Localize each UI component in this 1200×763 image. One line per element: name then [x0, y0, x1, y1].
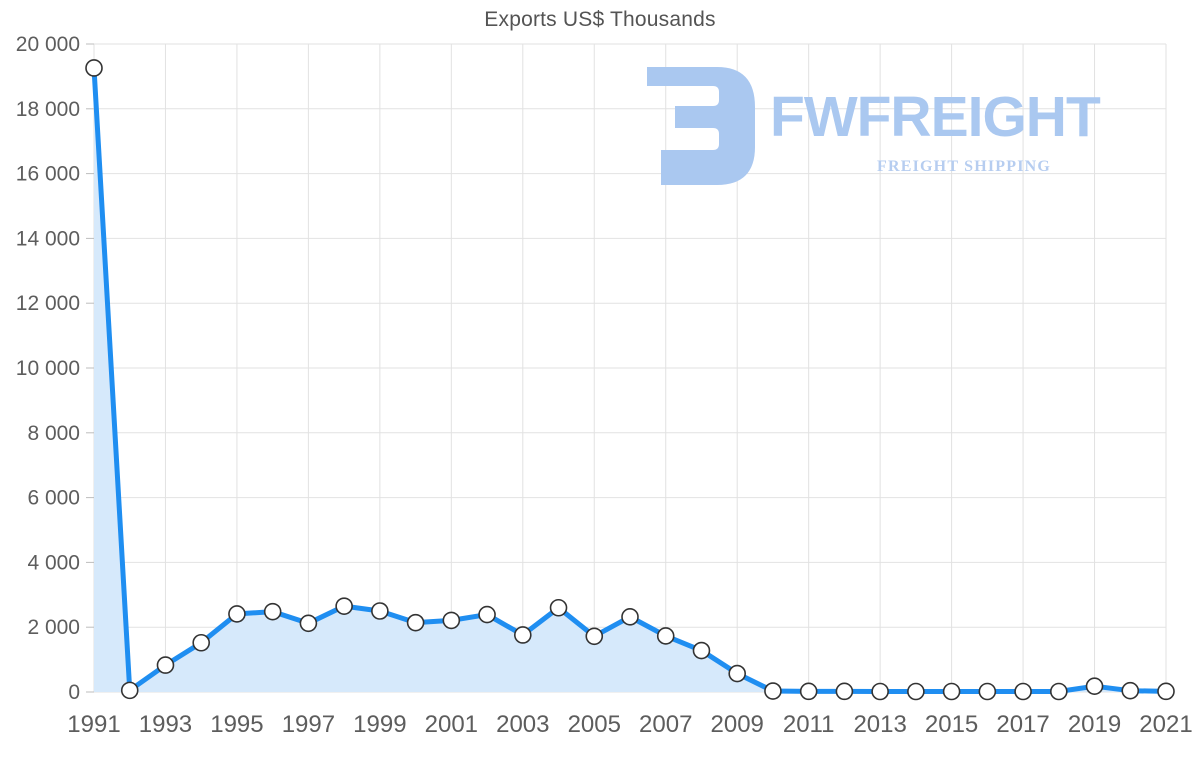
data-point-marker[interactable] — [1050, 682, 1068, 701]
x-axis-tick-label: 2003 — [496, 711, 549, 738]
data-point-marker[interactable] — [478, 605, 496, 624]
y-axis-tick-label: 0 — [68, 681, 80, 704]
data-point-marker[interactable] — [692, 641, 711, 660]
data-point-marker[interactable] — [585, 627, 604, 646]
data-line — [91, 65, 1169, 695]
y-axis-tick-label: 4 000 — [27, 551, 80, 574]
x-axis-tick-label: 2017 — [996, 711, 1049, 738]
data-point-marker[interactable] — [85, 59, 103, 77]
x-axis-tick-label: 1993 — [139, 711, 192, 738]
data-point-marker[interactable] — [120, 681, 139, 700]
data-point-marker[interactable] — [1121, 681, 1140, 700]
data-point-marker[interactable] — [1157, 682, 1175, 701]
area-fill — [94, 67, 1166, 693]
x-axis-tick-label: 2001 — [425, 711, 478, 738]
y-axis-tick-label: 14 000 — [16, 227, 80, 250]
x-axis-tick-label: 2021 — [1139, 711, 1192, 738]
y-axis-labels: 0 2 000 4 000 6 000 8 000 10 000 12 000 14 000 1… — [16, 33, 94, 704]
data-point-marker[interactable] — [942, 682, 961, 701]
data-point-marker[interactable] — [156, 656, 175, 674]
data-point-marker[interactable] — [871, 682, 889, 701]
data-point-marker[interactable] — [263, 602, 282, 621]
data-markers-group — [85, 59, 1175, 701]
data-point-marker[interactable] — [335, 597, 353, 615]
x-axis-tick-label: 2009 — [711, 711, 764, 738]
data-point-marker[interactable] — [764, 682, 782, 700]
chart-title: Exports US$ Thousands — [484, 8, 716, 31]
x-axis-tick-label: 1991 — [67, 711, 120, 738]
x-axis-labels: 1991 1993 1995 1997 1999 2001 2003 2005 2007 2009… — [67, 711, 1192, 738]
y-axis-tick-label: 18 000 — [16, 98, 80, 121]
data-point-marker[interactable] — [728, 664, 747, 683]
x-axis-tick-label: 2007 — [639, 711, 692, 738]
area-fill-group — [94, 67, 1166, 693]
data-point-marker[interactable] — [228, 605, 246, 623]
x-axis-tick-label: 2019 — [1068, 711, 1121, 738]
y-axis-tick-label: 8 000 — [27, 422, 80, 445]
data-point-marker[interactable] — [656, 627, 675, 645]
x-axis-tick-label: 2005 — [568, 711, 621, 738]
data-point-marker[interactable] — [192, 633, 210, 652]
grid-lines — [93, 43, 1167, 693]
data-point-marker[interactable] — [799, 682, 818, 701]
y-axis-tick-label: 10 000 — [16, 357, 80, 380]
data-point-marker[interactable] — [1014, 682, 1032, 701]
data-point-marker[interactable] — [371, 602, 389, 620]
y-axis-tick-label: 16 000 — [16, 163, 80, 186]
data-point-marker[interactable] — [978, 682, 997, 701]
x-axis-tick-label: 2015 — [925, 711, 978, 738]
x-axis-tick-label: 1999 — [353, 711, 406, 738]
data-point-marker[interactable] — [406, 613, 425, 632]
y-axis-tick-label: 2 000 — [27, 616, 80, 639]
x-axis-tick-label: 1995 — [210, 711, 263, 738]
data-point-marker[interactable] — [513, 626, 532, 644]
data-point-marker[interactable] — [621, 608, 639, 626]
data-point-marker[interactable] — [1085, 677, 1104, 695]
x-axis-tick-label: 2013 — [853, 711, 906, 738]
y-axis-tick-label: 20 000 — [16, 33, 80, 56]
data-point-marker[interactable] — [442, 611, 461, 630]
x-axis-tick-label: 1997 — [282, 711, 335, 738]
y-axis-tick-label: 12 000 — [16, 292, 80, 315]
data-point-marker[interactable] — [835, 682, 854, 701]
x-axis-tick-label: 2011 — [783, 711, 835, 738]
y-axis-tick-label: 6 000 — [27, 487, 80, 510]
data-line-group — [91, 65, 1169, 695]
data-point-marker[interactable] — [299, 614, 318, 633]
data-point-marker[interactable] — [907, 682, 925, 701]
data-point-marker[interactable] — [549, 598, 568, 617]
